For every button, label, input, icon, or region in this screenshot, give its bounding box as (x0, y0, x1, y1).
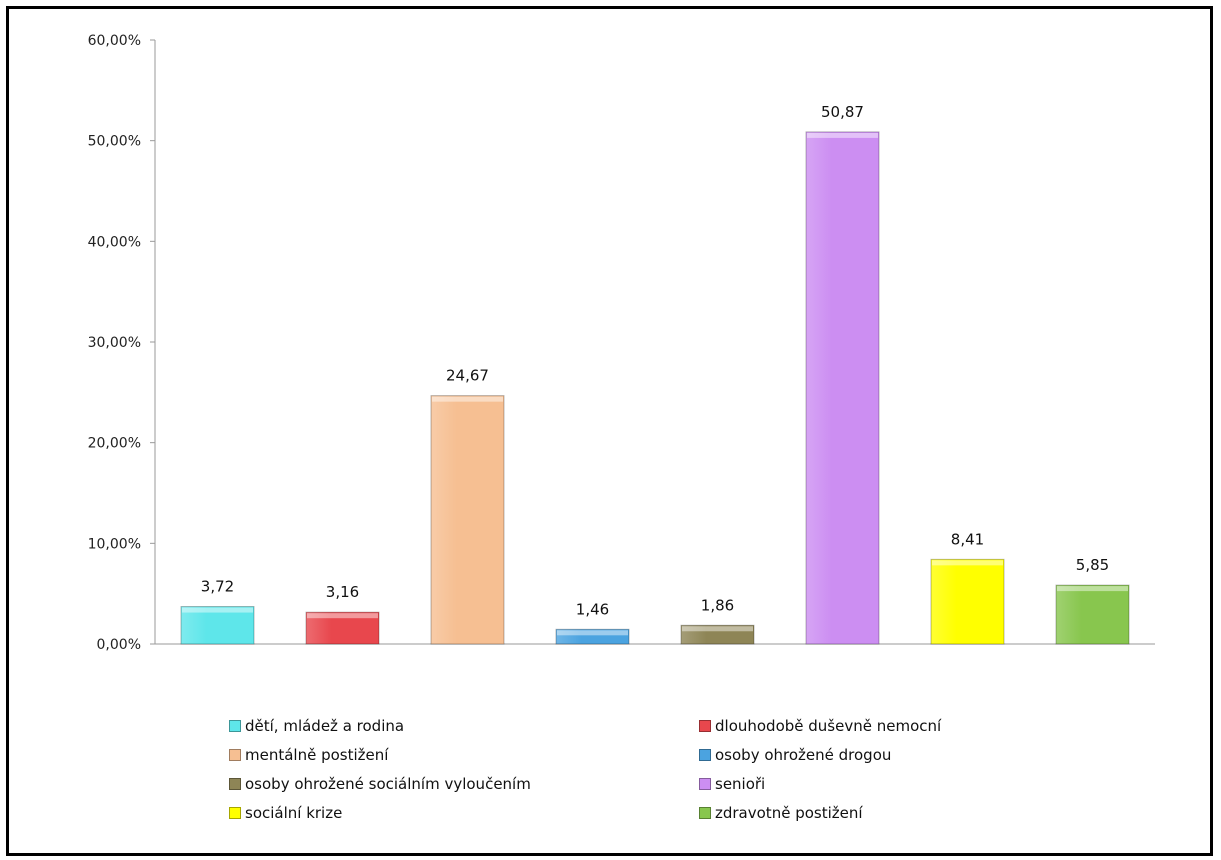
legend-swatch (229, 749, 241, 761)
y-tick-label: 60,00% (88, 33, 141, 49)
y-tick-label: 20,00% (88, 436, 141, 452)
data-label-5: 1,86 (701, 596, 734, 614)
bar-8 (1055, 584, 1130, 645)
data-label-6: 50,87 (821, 103, 864, 121)
bar-cap-8 (1057, 586, 1128, 592)
data-label-3: 24,67 (446, 367, 489, 385)
legend-swatch (229, 807, 241, 819)
legend-item-7: sociální krize (229, 802, 699, 824)
bar-2 (305, 611, 380, 645)
legend-swatch (699, 720, 711, 732)
bar-4 (555, 628, 630, 645)
bar-cap-1 (182, 607, 253, 613)
legend-item-6: senioři (699, 773, 1049, 795)
labels-layer: 3,72 3,16 24,67 1,46 1,86 50,87 8,41 5,85 (201, 103, 1109, 618)
y-tick-label: 0,00% (97, 637, 141, 653)
legend-label: osoby ohrožené drogou (715, 746, 892, 764)
bar-cap-5 (682, 626, 753, 632)
bar-chart: 0,00% 10,00% 20,00% 30,00% 40,00% 50,00% 60,00… (88, 33, 1155, 653)
legend-label: osoby ohrožené sociálním vyloučením (245, 775, 531, 793)
bar-cap-6 (807, 132, 878, 138)
data-label-7: 8,41 (951, 530, 984, 548)
bar-cap-7 (932, 560, 1003, 566)
chart-frame: 0,00% 10,00% 20,00% 30,00% 40,00% 50,00% 60,00… (6, 6, 1213, 856)
bar-5 (680, 624, 755, 645)
bar-cap-2 (307, 613, 378, 619)
legend-item-8: zdravotně postižení (699, 802, 1049, 824)
legend-label: senioři (715, 775, 766, 793)
legend-label: dětí, mládež a rodina (245, 717, 405, 735)
legend-swatch (229, 720, 241, 732)
data-label-8: 5,85 (1076, 556, 1109, 574)
y-tick-label: 30,00% (88, 335, 141, 351)
legend-item-5: osoby ohrožené sociálním vyloučením (229, 773, 699, 795)
bar-7 (930, 558, 1005, 645)
data-label-4: 1,46 (576, 600, 609, 618)
data-label-2: 3,16 (326, 583, 359, 601)
y-tick-label: 40,00% (88, 234, 141, 250)
legend-swatch (699, 807, 711, 819)
data-label-1: 3,72 (201, 578, 234, 596)
bar-6 (805, 131, 880, 645)
legend-swatch (229, 778, 241, 790)
bar-cap-4 (557, 630, 628, 636)
legend-label: zdravotně postižení (715, 804, 863, 822)
bar-3 (430, 395, 505, 645)
legend-label: sociální krize (245, 804, 343, 822)
legend-item-1: dětí, mládež a rodina (229, 715, 699, 737)
legend-swatch (699, 749, 711, 761)
y-tick-label: 10,00% (88, 536, 141, 552)
legend-item-3: mentálně postižení (229, 744, 699, 766)
legend-swatch (699, 778, 711, 790)
bar-1 (180, 606, 255, 645)
bar-cap-3 (432, 396, 503, 402)
y-tick-label: 50,00% (88, 134, 141, 150)
legend-item-2: dlouhodobě duševně nemocní (699, 715, 1049, 737)
legend: dětí, mládež a rodina dlouhodobě duševně … (229, 715, 1049, 824)
legend-item-4: osoby ohrožené drogou (699, 744, 1049, 766)
legend-label: dlouhodobě duševně nemocní (715, 717, 942, 735)
bars-layer (180, 131, 1130, 645)
legend-label: mentálně postižení (245, 746, 389, 764)
